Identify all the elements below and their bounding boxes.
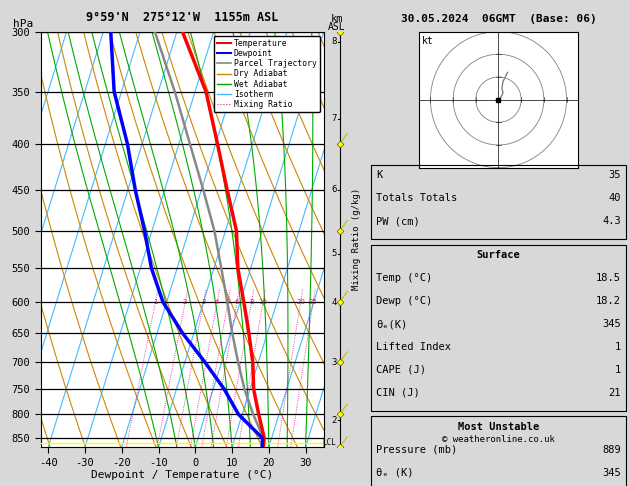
Text: 4.3: 4.3	[602, 216, 621, 226]
Bar	[371, 417, 626, 486]
Text: Temp (°C): Temp (°C)	[376, 273, 433, 283]
Text: 2: 2	[183, 299, 187, 305]
Text: 889: 889	[602, 445, 621, 455]
X-axis label: Dewpoint / Temperature (°C): Dewpoint / Temperature (°C)	[91, 470, 274, 480]
Text: 9°59'N  275°12'W  1155m ASL: 9°59'N 275°12'W 1155m ASL	[86, 11, 279, 24]
Text: LCL: LCL	[323, 438, 337, 447]
Text: 1: 1	[615, 342, 621, 352]
Text: km: km	[330, 14, 343, 24]
Text: CIN (J): CIN (J)	[376, 388, 420, 398]
Text: 7: 7	[331, 114, 337, 123]
Text: 20: 20	[296, 299, 305, 305]
Text: 5: 5	[331, 249, 337, 258]
Text: 345: 345	[602, 319, 621, 329]
Text: 18.5: 18.5	[596, 273, 621, 283]
Text: 1: 1	[153, 299, 158, 305]
Text: 8: 8	[249, 299, 253, 305]
Text: kt: kt	[422, 35, 434, 46]
Bar	[371, 245, 626, 411]
Text: 35: 35	[608, 171, 621, 180]
Text: © weatheronline.co.uk: © weatheronline.co.uk	[442, 435, 555, 444]
Text: 18.2: 18.2	[596, 296, 621, 306]
Text: PW (cm): PW (cm)	[376, 216, 420, 226]
Text: 10: 10	[259, 299, 267, 305]
Text: 1: 1	[615, 365, 621, 375]
Legend: Temperature, Dewpoint, Parcel Trajectory, Dry Adiabat, Wet Adiabat, Isotherm, Mi: Temperature, Dewpoint, Parcel Trajectory…	[214, 35, 320, 112]
Text: 21: 21	[608, 388, 621, 398]
Text: 4: 4	[215, 299, 220, 305]
Text: 2: 2	[331, 416, 337, 425]
Text: Lifted Index: Lifted Index	[376, 342, 451, 352]
Text: 345: 345	[602, 468, 621, 478]
Text: Most Unstable: Most Unstable	[458, 422, 539, 432]
Text: 4: 4	[331, 297, 337, 307]
Text: Totals Totals: Totals Totals	[376, 193, 457, 203]
Text: CAPE (J): CAPE (J)	[376, 365, 426, 375]
Text: ASL: ASL	[328, 21, 345, 32]
Text: 3: 3	[201, 299, 206, 305]
Text: hPa: hPa	[13, 19, 33, 29]
Text: 3: 3	[331, 358, 337, 367]
Text: θₑ(K): θₑ(K)	[376, 319, 408, 329]
Bar	[371, 165, 626, 239]
Text: Surface: Surface	[477, 250, 520, 260]
Text: 8: 8	[331, 37, 337, 46]
Text: K: K	[376, 171, 382, 180]
Text: 25: 25	[309, 299, 318, 305]
Text: Dewp (°C): Dewp (°C)	[376, 296, 433, 306]
Text: Pressure (mb): Pressure (mb)	[376, 445, 457, 455]
Text: Mixing Ratio (g/kg): Mixing Ratio (g/kg)	[352, 188, 361, 291]
Text: 6: 6	[235, 299, 239, 305]
Text: θₑ (K): θₑ (K)	[376, 468, 414, 478]
Text: 5: 5	[226, 299, 230, 305]
Text: 6: 6	[331, 185, 337, 194]
Text: 40: 40	[608, 193, 621, 203]
Text: 30.05.2024  06GMT  (Base: 06): 30.05.2024 06GMT (Base: 06)	[401, 14, 596, 24]
